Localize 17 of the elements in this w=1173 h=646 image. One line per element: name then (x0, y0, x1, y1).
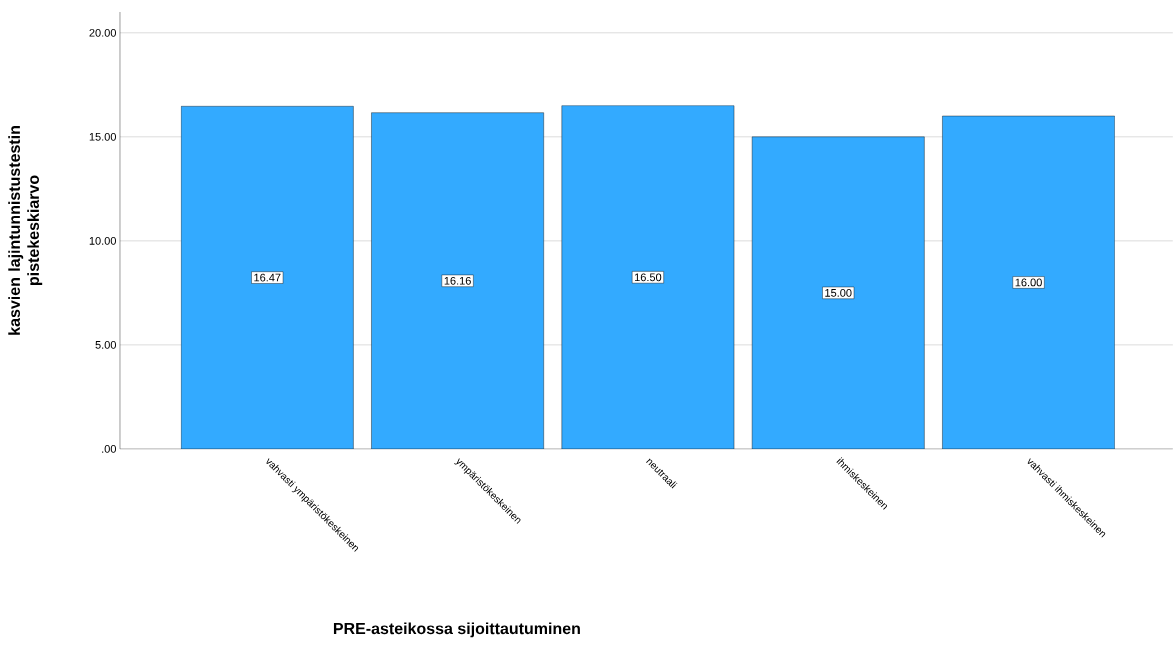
bar (942, 115, 1115, 449)
bar (371, 112, 544, 449)
data-label: 16.16 (444, 276, 471, 285)
y-axis-title: kasvien lajintunnistustestin pistekeskiarvo (8, 126, 43, 335)
y-tick-label: 10.00 (89, 237, 116, 245)
y-tick-label: 5.00 (95, 341, 116, 349)
x-axis-title: PRE-asteikossa sijoittautuminen (333, 622, 580, 638)
data-label: 16.50 (634, 273, 662, 282)
y-tick-label: 20.00 (89, 28, 116, 37)
bar (180, 106, 354, 449)
bar (751, 136, 925, 449)
data-label: 15.00 (825, 289, 852, 297)
y-tick-label: 15.00 (89, 133, 116, 141)
y-tick-label: .00 (102, 445, 116, 453)
data-label: 16.47 (254, 273, 281, 282)
data-label: 16.00 (1015, 278, 1042, 287)
bar (561, 105, 735, 449)
